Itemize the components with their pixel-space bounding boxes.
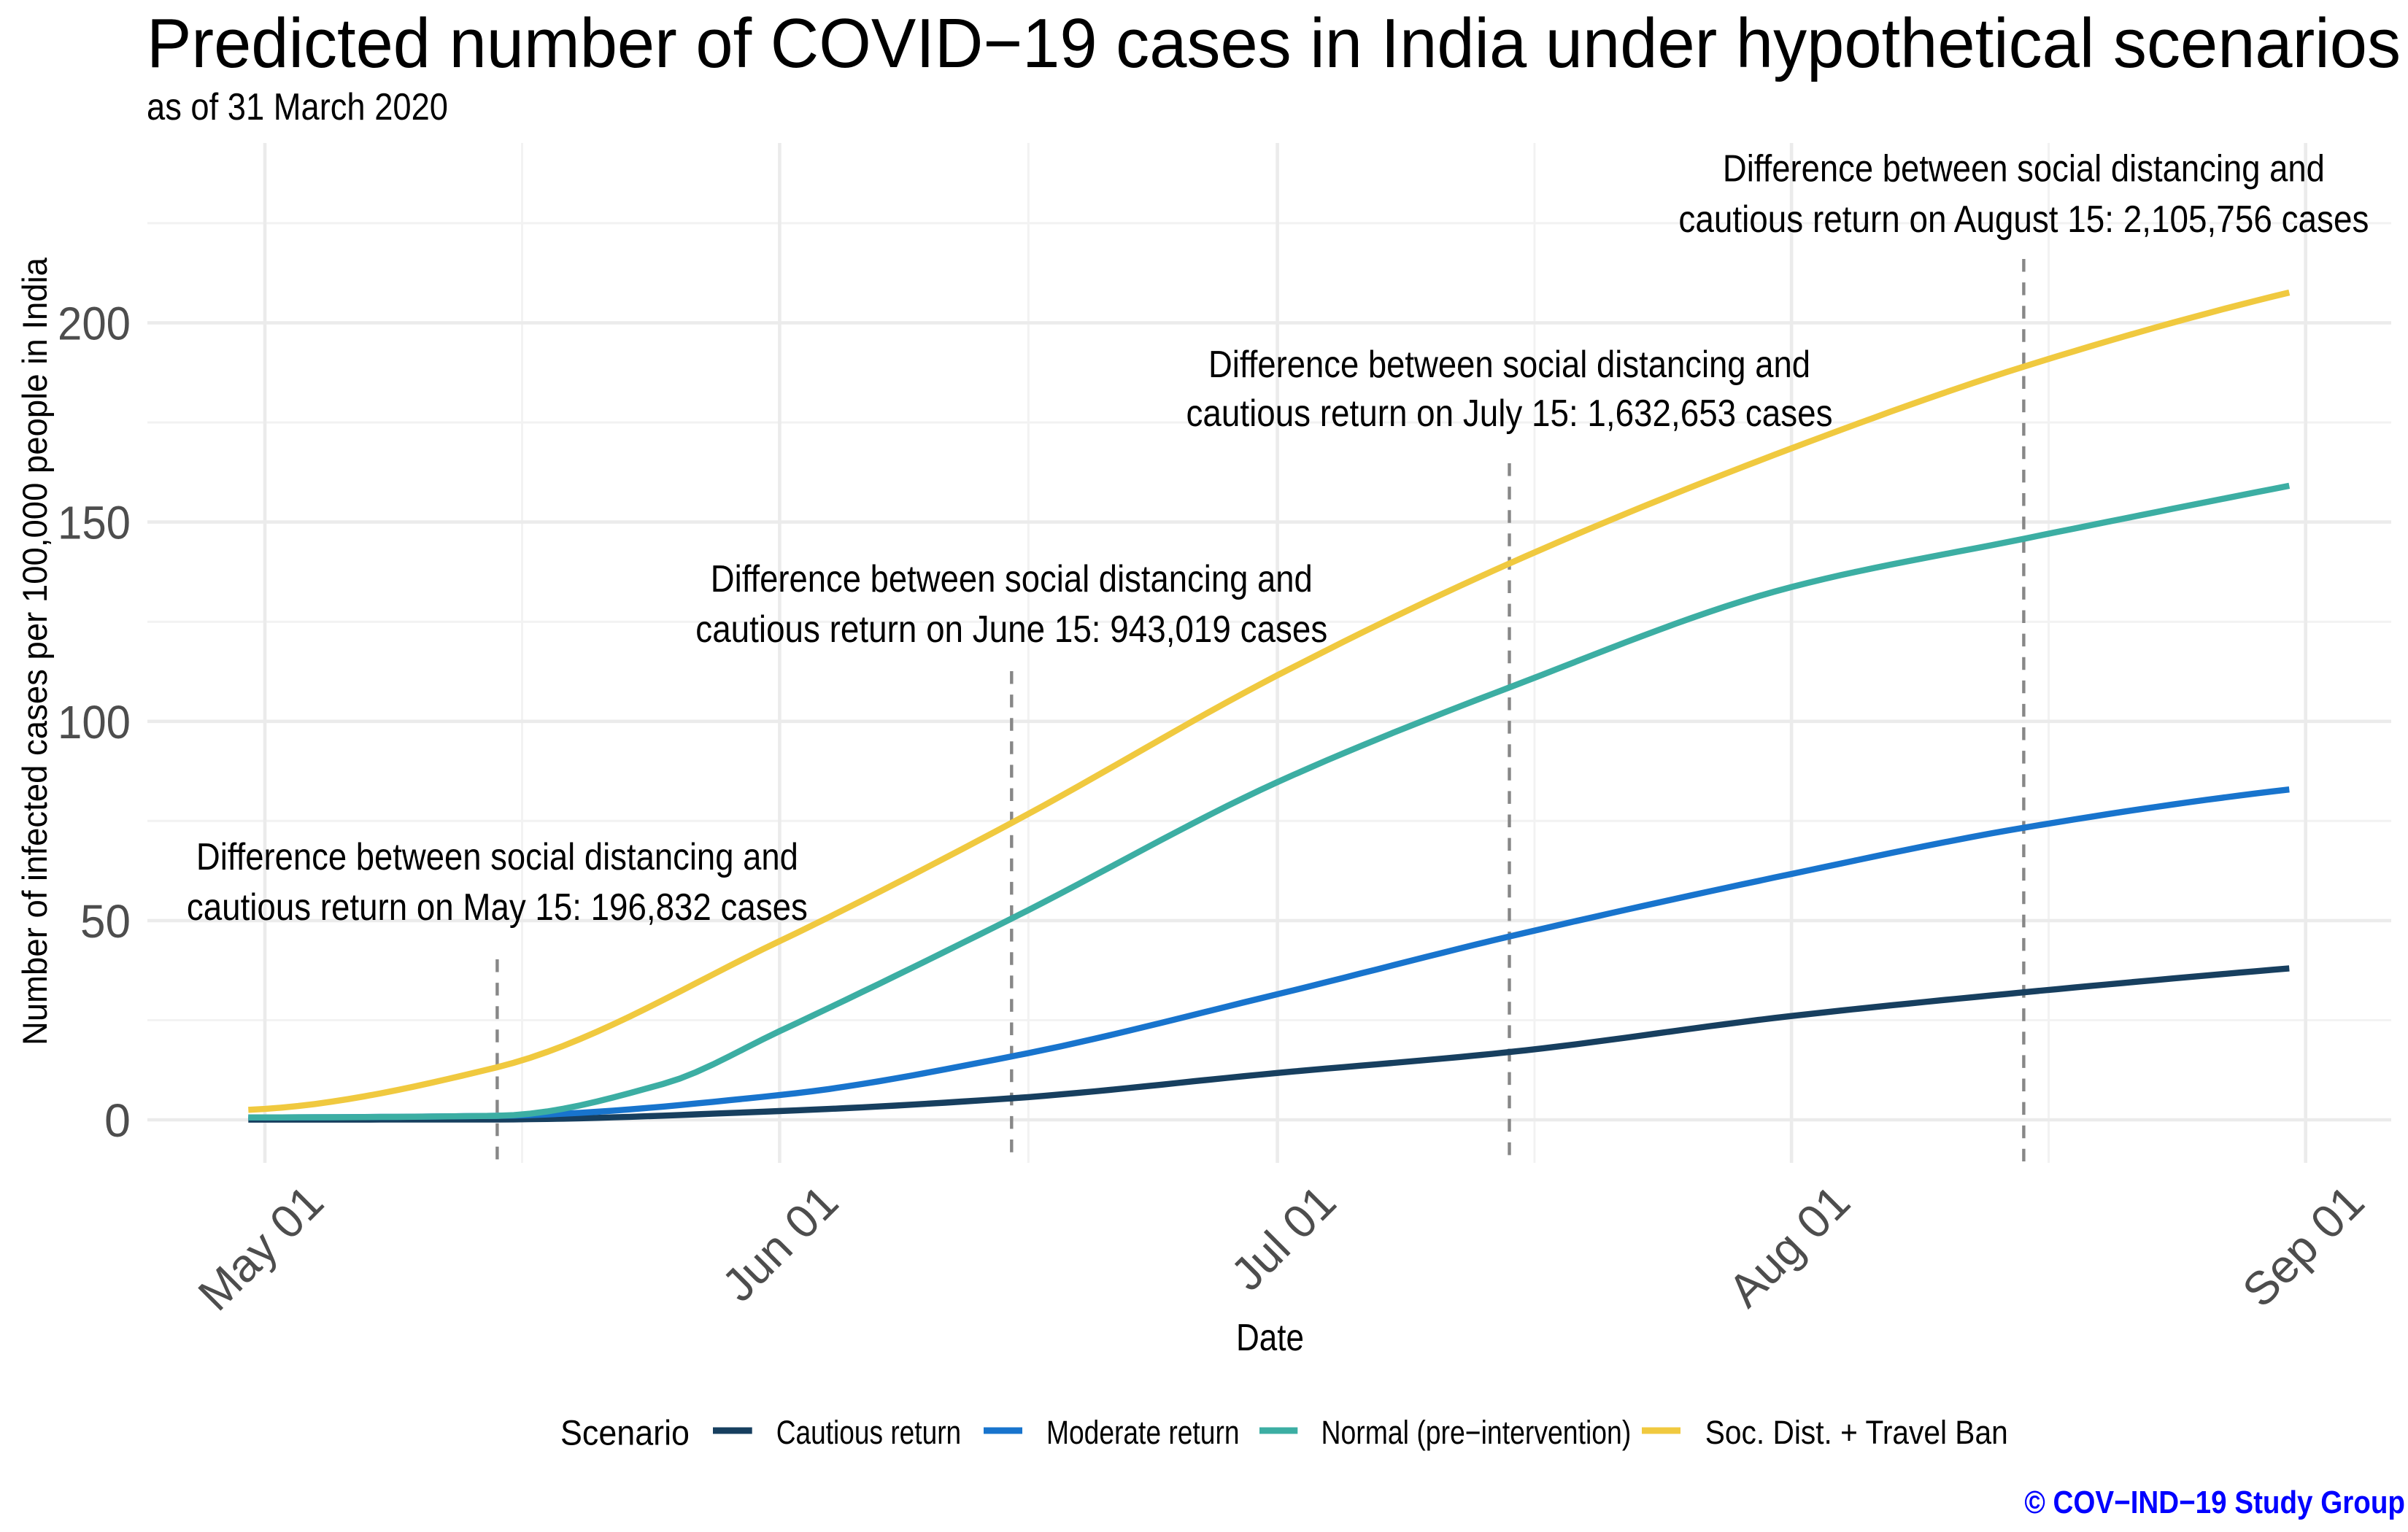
svg-text:50: 50 <box>80 895 131 948</box>
svg-text:Cautious return: Cautious return <box>776 1414 962 1451</box>
svg-text:Moderate return: Moderate return <box>1046 1414 1240 1451</box>
svg-text:150: 150 <box>58 497 131 549</box>
svg-text:Normal (pre−intervention): Normal (pre−intervention) <box>1321 1414 1632 1451</box>
svg-text:cautious return on August 15:: cautious return on August 15: 2,105,756 … <box>1678 198 2369 241</box>
svg-text:Scenario: Scenario <box>560 1414 690 1452</box>
svg-text:Difference between social dist: Difference between social distancing and <box>1723 148 2325 190</box>
svg-text:Number of infected cases per 1: Number of infected cases per 100,000 peo… <box>15 257 54 1045</box>
svg-text:Soc. Dist. + Travel Ban: Soc. Dist. + Travel Ban <box>1705 1414 2008 1451</box>
svg-text:200: 200 <box>58 298 131 350</box>
svg-text:Difference between social dist: Difference between social distancing and <box>711 558 1313 600</box>
svg-text:cautious return on June 15: 94: cautious return on June 15: 943,019 case… <box>695 608 1327 651</box>
svg-text:Difference between social dist: Difference between social distancing and <box>1208 344 1810 386</box>
svg-text:cautious return on July 15: 1,: cautious return on July 15: 1,632,653 ca… <box>1186 392 1833 435</box>
svg-text:cautious return on May 15: 196: cautious return on May 15: 196,832 cases <box>187 886 808 929</box>
svg-text:Difference between social dist: Difference between social distancing and <box>196 836 798 878</box>
svg-text:100: 100 <box>58 696 131 748</box>
svg-text:Date: Date <box>1236 1317 1304 1359</box>
svg-text:as of 31 March 2020: as of 31 March 2020 <box>147 86 448 128</box>
svg-text:© COV−IND−19 Study Group: © COV−IND−19 Study Group <box>2024 1485 2405 1520</box>
svg-text:Predicted number of COVID−19 c: Predicted number of COVID−19 cases in In… <box>147 4 2401 82</box>
svg-text:0: 0 <box>104 1094 131 1147</box>
